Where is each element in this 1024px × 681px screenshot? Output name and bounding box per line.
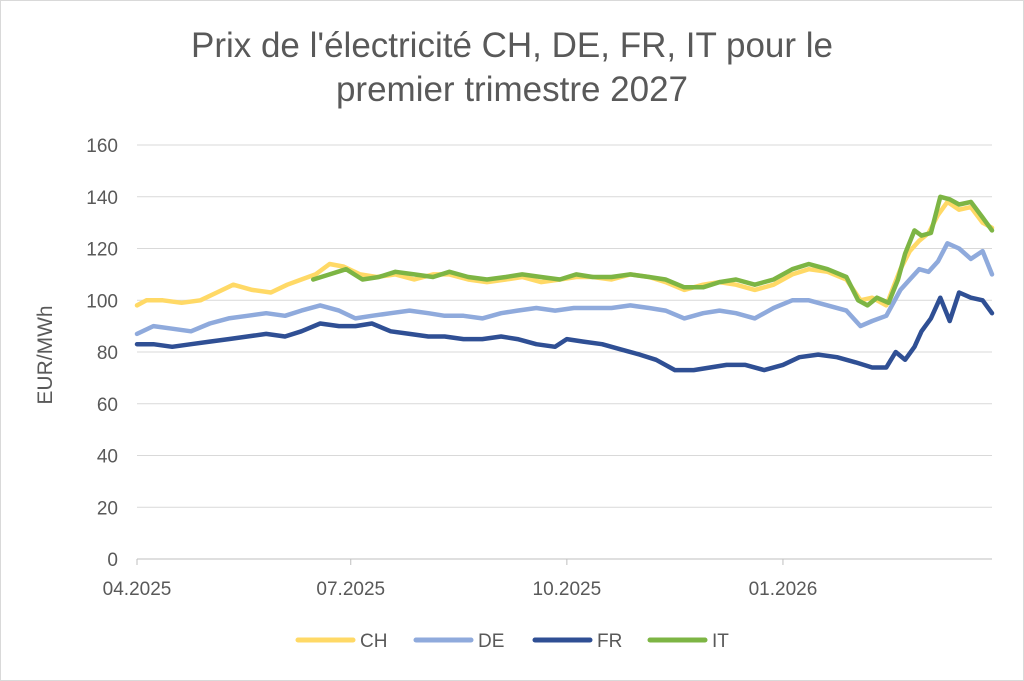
y-tick-label: 120 xyxy=(86,240,118,261)
chart-title: Prix de l'électricité CH, DE, FR, IT pou… xyxy=(112,24,912,112)
x-tick-label: 10.2025 xyxy=(533,579,602,600)
x-tick-label: 01.2026 xyxy=(749,579,818,600)
chart-title-line-1: Prix de l'électricité CH, DE, FR, IT pou… xyxy=(190,26,834,65)
gridlines xyxy=(137,144,992,508)
x-tick-label: 04.2025 xyxy=(103,579,172,600)
series-line-ch xyxy=(134,199,995,308)
series-line-fr xyxy=(134,290,995,373)
y-tick-label: 60 xyxy=(97,395,118,416)
y-tick-label: 160 xyxy=(86,136,118,157)
series-line-de xyxy=(134,241,995,337)
y-tick-label: 100 xyxy=(86,291,118,312)
y-tick-label: 80 xyxy=(97,343,118,364)
chart-title-line-2: premier trimestre 2027 xyxy=(335,70,689,109)
x-tick-label: 07.2025 xyxy=(316,579,385,600)
series-line-it xyxy=(310,194,995,308)
legend: CH DE FR IT xyxy=(295,631,729,652)
series-lines xyxy=(134,194,995,373)
legend-label-it: IT xyxy=(712,631,729,652)
legend-label-fr: FR xyxy=(597,631,622,652)
legend-label-de: DE xyxy=(478,631,504,652)
legend-label-ch: CH xyxy=(360,631,387,652)
y-axis-label: EUR/MWh xyxy=(34,305,57,404)
y-tick-label: 0 xyxy=(107,550,118,571)
y-tick-label: 20 xyxy=(97,498,118,519)
x-axis: 04.2025 07.2025 10.2025 01.2026 xyxy=(103,558,992,600)
y-tick-label: 140 xyxy=(86,188,118,209)
y-axis-ticks: 0 20 40 60 80 100 120 140 160 xyxy=(86,136,118,571)
y-tick-label: 40 xyxy=(97,447,118,468)
